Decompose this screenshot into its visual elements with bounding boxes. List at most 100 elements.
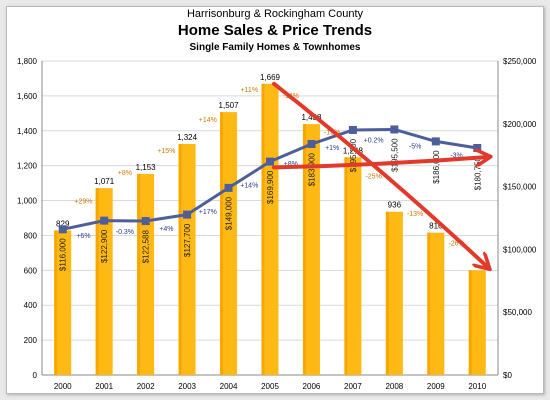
bar-value-label: 1,153	[136, 163, 157, 172]
bar-2003	[178, 144, 196, 375]
price-marker	[431, 137, 440, 146]
y-left-tick-label: 200	[24, 336, 38, 345]
bar-shade	[178, 144, 182, 375]
bar-shade	[261, 83, 265, 375]
bar-2001	[95, 188, 113, 375]
bar-shade	[95, 188, 99, 375]
y-right-tick-label: $0	[503, 371, 512, 380]
bar-shade	[468, 270, 472, 375]
x-tick-label: 2001	[95, 382, 113, 391]
price-pct-change-label: +0.2%	[364, 138, 384, 145]
price-marker	[58, 225, 67, 234]
chart-subtitle: Single Family Homes & Townhomes	[189, 42, 361, 53]
price-marker	[473, 143, 482, 152]
bar-shade	[302, 124, 306, 375]
bar-2008	[385, 211, 403, 375]
bar-pct-change-label: +8%	[118, 170, 132, 177]
bar-2010	[468, 270, 486, 375]
bar-value-label: 1,324	[177, 133, 198, 142]
y-left-tick-label: 800	[24, 231, 38, 240]
price-marker	[183, 210, 192, 219]
y-left-tick-label: 400	[24, 301, 38, 310]
bar-value-label: 1,071	[94, 177, 115, 186]
price-value-label: $183,900	[307, 152, 316, 186]
price-value-label: $149,000	[225, 196, 234, 230]
price-pct-change-label: +14%	[240, 183, 258, 190]
y-right-tick-label: $100,000	[503, 245, 537, 254]
price-pct-change-label: +8%	[284, 161, 298, 168]
bar-pct-change-label: -25%	[365, 174, 381, 181]
y-right-tick-label: $50,000	[503, 308, 532, 317]
x-tick-label: 2007	[344, 382, 362, 391]
bar-value-label: 1,438	[301, 113, 322, 122]
y-left-tick-label: 600	[24, 266, 38, 275]
bar-value-label: 1,669	[260, 73, 281, 82]
bar-shade	[427, 232, 431, 375]
x-tick-label: 2004	[220, 382, 238, 391]
bar-value-label: 829	[56, 219, 70, 228]
x-tick-label: 2002	[137, 382, 155, 391]
x-tick-label: 2008	[385, 382, 403, 391]
price-value-label: $195,100	[349, 138, 358, 172]
bar-2009	[427, 232, 445, 375]
x-tick-label: 2000	[54, 382, 72, 391]
y-left-tick-label: 1,600	[17, 92, 38, 101]
y-left-tick-label: 1,400	[17, 127, 38, 136]
y-left-tick-label: 1,800	[17, 57, 38, 66]
bar-2005	[261, 83, 279, 375]
x-tick-label: 2006	[303, 382, 321, 391]
bar-pct-change-label: +29%	[74, 198, 92, 205]
bar-value-label: 1,507	[219, 101, 240, 110]
bar-2002	[137, 173, 155, 375]
price-value-label: $127,700	[183, 223, 192, 257]
bar-2000	[54, 230, 72, 375]
price-marker	[141, 217, 150, 226]
bar-2006	[302, 124, 320, 375]
price-value-label: $186,000	[432, 150, 441, 184]
x-tick-label: 2009	[427, 382, 445, 391]
y-left-tick-label: 0	[33, 371, 38, 380]
price-marker	[307, 140, 316, 149]
price-pct-change-label: +4%	[159, 226, 173, 233]
price-pct-change-label: +6%	[76, 233, 90, 240]
chart-title: Home Sales & Price Trends	[177, 22, 373, 39]
bar-pct-change-label: +15%	[157, 148, 175, 155]
price-value-label: $122,588	[142, 229, 151, 263]
price-pct-change-label: +17%	[199, 209, 217, 216]
price-marker	[348, 125, 357, 134]
price-value-label: $180,750	[473, 156, 482, 190]
price-pct-change-label: -3%	[450, 153, 462, 160]
bar-shade	[137, 173, 141, 375]
chart-region-title: Harrisonburg & Rockingham County	[186, 8, 364, 20]
price-marker	[100, 216, 109, 225]
price-pct-change-label: +1%	[325, 145, 339, 152]
bar-shade	[220, 112, 224, 376]
x-tick-label: 2003	[178, 382, 196, 391]
price-pct-change-label: -0.3%	[116, 229, 134, 236]
bar-pct-change-label: -26%	[448, 240, 464, 247]
bar-value-label: 936	[388, 201, 402, 210]
bar-pct-change-label: +11%	[240, 87, 258, 94]
y-right-tick-label: $150,000	[503, 183, 537, 192]
bar-2007	[344, 157, 362, 375]
bar-pct-change-label: +14%	[199, 117, 217, 124]
bar-shade	[385, 211, 389, 375]
price-value-label: $195,500	[390, 138, 399, 172]
bar-pct-change-label: -13%	[324, 130, 340, 137]
y-right-tick-label: $250,000	[503, 57, 537, 66]
price-value-label: $169,900	[266, 170, 275, 204]
price-value-label: $122,900	[100, 229, 109, 263]
x-tick-label: 2010	[468, 382, 486, 391]
price-pct-change-label: -5%	[409, 143, 421, 150]
price-marker	[224, 183, 233, 192]
trend-arrow	[272, 81, 487, 267]
bar-pct-change-label: -13%	[407, 211, 423, 218]
bar-shade	[344, 157, 348, 375]
bar-value-label: 816	[429, 222, 443, 231]
bar-shade	[54, 230, 58, 375]
price-value-label: $116,000	[59, 238, 68, 271]
x-tick-label: 2005	[261, 382, 279, 391]
y-left-tick-label: 1,000	[17, 197, 38, 206]
price-marker	[266, 157, 274, 166]
